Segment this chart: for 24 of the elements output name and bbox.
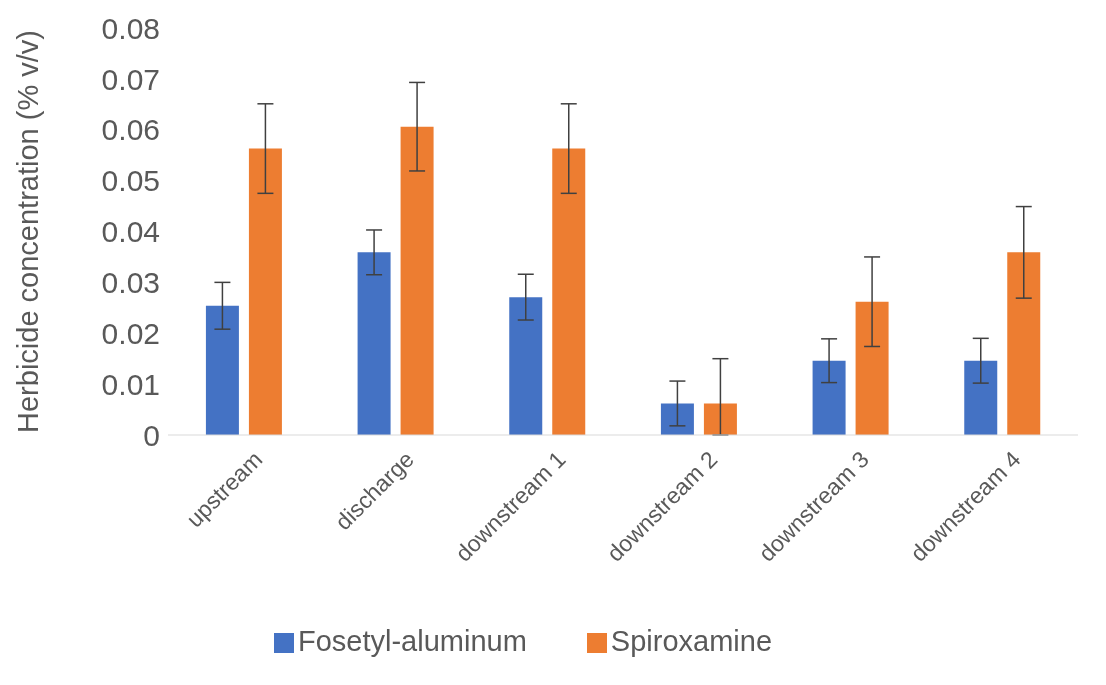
bar <box>248 148 282 435</box>
bar <box>509 297 543 435</box>
y-tick-label: 0.01 <box>101 367 160 401</box>
bar <box>552 148 586 435</box>
y-tick-label: 0.04 <box>101 215 160 249</box>
legend-label: Fosetyl-aluminum <box>297 625 527 657</box>
y-tick-label: 0.06 <box>101 113 160 147</box>
bar <box>660 403 694 435</box>
y-tick-label: 0.02 <box>101 316 160 350</box>
bar <box>812 360 846 435</box>
y-tick-label: 0.07 <box>101 62 160 96</box>
bar <box>703 403 737 435</box>
y-tick-label: 0.05 <box>101 164 160 198</box>
y-tick-label: 0.08 <box>101 11 160 45</box>
y-tick-label: 0 <box>143 418 160 452</box>
bar <box>964 360 998 435</box>
bar <box>357 252 391 435</box>
legend-label: Spiroxamine <box>610 625 773 657</box>
y-tick-label: 0.03 <box>101 266 160 300</box>
bar <box>1007 252 1041 435</box>
bar <box>205 305 239 435</box>
y-axis-title: Herbicide concentration (% v/v) <box>12 30 45 433</box>
bar <box>855 301 889 435</box>
bar <box>400 126 434 435</box>
